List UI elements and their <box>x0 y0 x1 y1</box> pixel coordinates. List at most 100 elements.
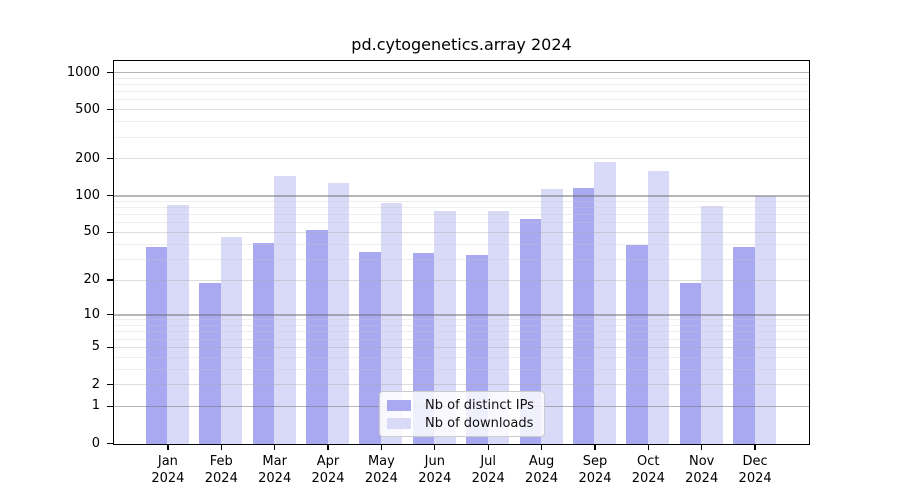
x-tick-year-jan: 2024 <box>151 471 185 486</box>
bar-downloads-jun <box>434 211 456 444</box>
legend-entry-downloads: Nb of downloads <box>387 415 536 433</box>
x-tick-mark-feb <box>220 445 222 450</box>
y-tick-mark-10 <box>107 314 113 316</box>
x-tick-mark-sep <box>594 445 596 450</box>
x-tick-label-oct: Oct 2024 <box>613 453 683 487</box>
y-tick-mark-0 <box>107 442 113 445</box>
gridline-500 <box>114 109 809 111</box>
bar-distinct-ips-oct <box>626 244 648 444</box>
x-tick-year-mar: 2024 <box>258 471 292 486</box>
x-tick-year-jun: 2024 <box>418 471 452 486</box>
y-tick-mark-200 <box>107 158 113 160</box>
plot-area: Nb of distinct IPs Nb of downloads <box>113 60 810 445</box>
bar-downloads-nov <box>701 206 723 444</box>
legend-entry-distinct-ips: Nb of distinct IPs <box>387 397 536 415</box>
gridline-800 <box>114 84 809 85</box>
x-tick-mark-oct <box>647 445 649 450</box>
bar-distinct-ips-aug <box>519 219 542 444</box>
bar-distinct-ips-sep <box>572 187 595 444</box>
y-tick-mark-5 <box>107 346 113 348</box>
y-tick-mark-2 <box>107 383 113 386</box>
x-tick-mark-jan <box>167 445 169 450</box>
legend-swatch-downloads <box>387 417 411 429</box>
y-tick-mark-500 <box>107 109 113 111</box>
legend-label-downloads: Nb of downloads <box>425 415 534 431</box>
gridline-300 <box>114 136 809 138</box>
bar-downloads-aug <box>541 188 563 444</box>
x-tick-mark-jun <box>434 445 436 450</box>
x-tick-label-jan: Jan 2024 <box>133 453 203 487</box>
x-tick-mark-aug <box>540 445 543 450</box>
y-tick-mark-1000 <box>107 71 113 74</box>
legend-swatch-distinct-ips <box>387 400 411 412</box>
x-tick-label-dec: Dec 2024 <box>720 453 790 487</box>
bar-distinct-ips-jan <box>145 247 168 444</box>
bar-distinct-ips-feb <box>199 283 221 444</box>
y-tick-label-5: 5 <box>91 339 100 355</box>
bar-distinct-ips-apr <box>306 229 328 444</box>
y-tick-mark-100 <box>107 195 113 197</box>
y-tick-mark-1 <box>107 405 113 407</box>
y-tick-label-20: 20 <box>83 272 100 287</box>
gridline-400 <box>114 121 809 123</box>
y-tick-label-1000: 1000 <box>66 64 100 80</box>
gridline-900 <box>114 77 809 79</box>
x-tick-label-jun: Jun 2024 <box>400 453 470 487</box>
bar-downloads-dec <box>754 196 777 444</box>
x-tick-label-may: May 2024 <box>346 453 416 487</box>
bar-downloads-apr <box>327 182 350 444</box>
legend-label-distinct-ips: Nb of distinct IPs <box>425 398 534 414</box>
x-tick-mark-mar <box>274 445 276 450</box>
y-tick-label-0: 0 <box>91 435 100 451</box>
bar-distinct-ips-mar <box>252 243 275 444</box>
bar-downloads-mar <box>274 175 296 444</box>
bar-downloads-jan <box>167 205 189 444</box>
x-tick-year-aug: 2024 <box>525 471 559 486</box>
bar-distinct-ips-dec <box>733 247 755 444</box>
x-tick-label-sep: Sep 2024 <box>560 453 630 487</box>
y-tick-label-500: 500 <box>75 101 100 117</box>
gridline-1000 <box>114 72 809 74</box>
gridline-200 <box>114 158 809 160</box>
bar-downloads-sep <box>594 162 616 444</box>
y-tick-label-200: 200 <box>75 150 100 166</box>
legend: Nb of distinct IPs Nb of downloads <box>379 391 545 437</box>
y-tick-label-2: 2 <box>91 376 100 392</box>
y-tick-mark-50 <box>107 231 113 234</box>
y-tick-label-1: 1 <box>91 398 100 414</box>
bar-distinct-ips-may <box>359 251 381 444</box>
x-tick-label-jul: Jul 2024 <box>453 453 523 487</box>
gridline-600 <box>114 99 809 101</box>
bar-downloads-jul <box>487 210 510 444</box>
x-tick-mark-apr <box>327 445 329 450</box>
x-tick-label-apr: Apr 2024 <box>293 453 363 487</box>
x-tick-year-may: 2024 <box>364 471 398 486</box>
gridline-100 <box>114 195 809 197</box>
x-tick-label-feb: Feb 2024 <box>186 453 256 487</box>
bar-downloads-feb <box>220 237 243 444</box>
x-tick-year-dec: 2024 <box>738 471 772 486</box>
y-tick-mark-20 <box>107 279 113 281</box>
x-tick-year-feb: 2024 <box>204 471 238 486</box>
x-tick-mark-may <box>380 445 383 450</box>
x-tick-label-mar: Mar 2024 <box>240 453 310 487</box>
x-tick-mark-jul <box>487 445 489 450</box>
bar-downloads-oct <box>647 171 670 444</box>
x-tick-mark-dec <box>754 445 756 450</box>
bar-downloads-may <box>380 203 403 444</box>
gridline-90 <box>114 200 809 202</box>
y-tick-label-10: 10 <box>83 306 100 322</box>
x-tick-mark-nov <box>701 445 703 450</box>
x-tick-label-aug: Aug 2024 <box>507 453 577 487</box>
y-tick-label-50: 50 <box>83 224 100 240</box>
y-tick-label-100: 100 <box>75 187 100 203</box>
x-tick-year-oct: 2024 <box>631 471 665 486</box>
x-tick-year-jul: 2024 <box>471 471 505 486</box>
x-tick-year-nov: 2024 <box>685 471 719 486</box>
x-tick-year-sep: 2024 <box>578 471 612 486</box>
x-tick-label-nov: Nov 2024 <box>667 453 737 487</box>
chart-title: pd.cytogenetics.array 2024 <box>351 35 572 54</box>
gridline-700 <box>114 91 809 93</box>
x-tick-year-apr: 2024 <box>311 471 345 486</box>
